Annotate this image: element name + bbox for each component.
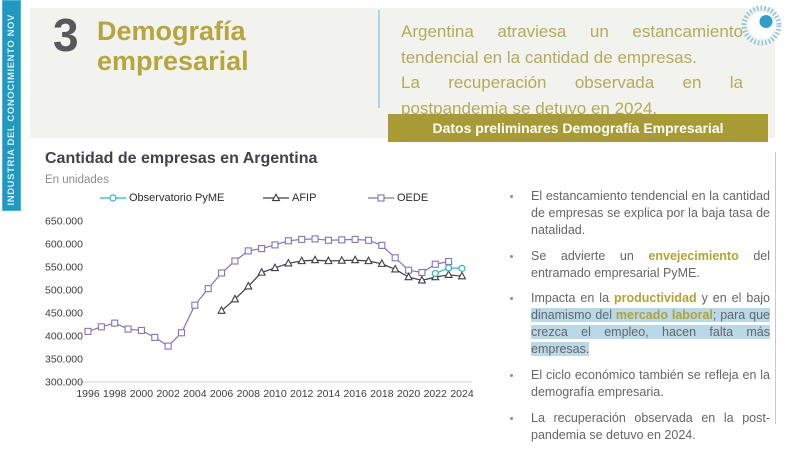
legend-item-oede: OEDE	[368, 192, 428, 204]
slide-title-line2: empresarial	[97, 46, 249, 77]
legend-label: OEDE	[397, 192, 429, 204]
svg-text:2020: 2020	[397, 388, 421, 400]
bullet-dot-icon	[510, 297, 513, 301]
preliminary-data-banner: Datos preliminares Demografía Empresaria…	[388, 114, 768, 142]
svg-text:600.000: 600.000	[45, 239, 83, 251]
slide-title: Demografía empresarial	[97, 16, 249, 76]
bullet-text-segment: mercado laboral	[615, 308, 713, 323]
legend-marker-icon	[263, 193, 289, 202]
observatorio-pyme-logo-icon	[741, 5, 782, 46]
svg-text:2018: 2018	[370, 388, 394, 400]
header-divider	[378, 10, 380, 108]
bullet-item: La recuperación observada en la post-pan…	[507, 410, 770, 444]
bullet-dot-icon	[510, 254, 513, 258]
bullet-text-segment: El estancamiento tendencial en la cantid…	[531, 189, 770, 237]
legend-item-observatorio-pyme: Observatorio PyME	[100, 192, 224, 204]
bullet-text: Se advierte un envejecimiento del entram…	[531, 248, 770, 282]
svg-text:350.000: 350.000	[45, 354, 83, 366]
line-chart: 300.000 350.000 400.000 450.000 500.000 550.0…	[45, 216, 474, 401]
bullet-text-segment: dinamismo del	[531, 308, 616, 323]
bullet-text-segment: Impacta en la	[531, 291, 614, 306]
slide-title-line1: Demografía	[97, 16, 246, 46]
svg-text:400.000: 400.000	[45, 331, 83, 343]
bullet-text-segment: envejecimiento	[648, 248, 739, 263]
side-ribbon-label: INDUSTRIA DEL CONOCIMIENTO NOV	[6, 13, 17, 205]
svg-text:2006: 2006	[210, 388, 234, 400]
bullet-text-segment: La recuperación observada en la post-pan…	[531, 410, 770, 442]
legend-marker-icon	[100, 194, 126, 202]
bullet-text: El estancamiento tendencial en la cantid…	[531, 188, 770, 239]
chart-legend: Observatorio PyME AFIP OEDE	[0, 192, 790, 206]
intro-text-block: Argentina atraviesa un estancamiento ten…	[401, 19, 743, 121]
svg-text:2004: 2004	[183, 388, 207, 400]
svg-text:2022: 2022	[424, 388, 448, 400]
bullet-text: La recuperación observada en la post-pan…	[531, 410, 770, 444]
intro-paragraph-1: Argentina atraviesa un estancamiento ten…	[401, 22, 743, 67]
legend-label: Observatorio PyME	[129, 192, 225, 204]
svg-text:2024: 2024	[450, 388, 474, 400]
bullet-text-segment: productividad	[613, 291, 697, 306]
bullet-item: El ciclo económico también se refleja en…	[507, 367, 770, 401]
bullet-item: Impacta en la productividad y en el bajo…	[507, 290, 770, 358]
svg-text:2014: 2014	[317, 388, 341, 400]
svg-text:1998: 1998	[103, 388, 127, 400]
bullet-dot-icon	[510, 195, 513, 198]
bullet-text: El ciclo económico también se refleja en…	[531, 367, 770, 401]
svg-text:550.000: 550.000	[45, 262, 83, 274]
svg-text:500.000: 500.000	[45, 285, 83, 297]
key-points-list: El estancamiento tendencial en la cantid…	[507, 188, 770, 452]
bullet-item: El estancamiento tendencial en la cantid…	[507, 188, 770, 239]
chart-title: Cantidad de empresas en Argentina	[45, 150, 318, 167]
svg-text:2010: 2010	[263, 388, 287, 400]
svg-text:2016: 2016	[343, 388, 367, 400]
intro-paragraph-2: La recuperación observada en la postpand…	[401, 73, 743, 118]
legend-item-afip: AFIP	[263, 192, 316, 204]
bullet-text-segment: y en el bajo	[696, 291, 770, 306]
panel-border-line	[775, 152, 776, 424]
bullet-text-segment: Se advierte un	[531, 248, 649, 263]
legend-label: AFIP	[292, 192, 317, 204]
bullet-text-segment: del entramado empresarial PyME.	[531, 248, 770, 280]
vertical-side-ribbon: INDUSTRIA DEL CONOCIMIENTO NOV	[2, 0, 21, 211]
svg-text:300.000: 300.000	[45, 377, 83, 389]
svg-text:650.000: 650.000	[45, 216, 83, 228]
bullet-text: Impacta en la productividad y en el bajo…	[531, 290, 770, 358]
svg-text:450.000: 450.000	[45, 308, 83, 320]
section-number: 3	[53, 9, 79, 61]
legend-marker-icon	[368, 194, 394, 202]
chart-subtitle: En unidades	[45, 174, 109, 186]
bullet-dot-icon	[510, 373, 513, 377]
svg-text:2008: 2008	[237, 388, 261, 400]
svg-text:1996: 1996	[76, 388, 100, 400]
bullet-text-segment: El ciclo económico también se refleja en…	[531, 367, 770, 399]
bullet-dot-icon	[510, 416, 513, 420]
bullet-item: Se advierte un envejecimiento del entram…	[507, 248, 770, 282]
svg-text:2002: 2002	[156, 388, 180, 400]
svg-text:2012: 2012	[290, 388, 314, 400]
svg-text:2000: 2000	[130, 388, 154, 400]
